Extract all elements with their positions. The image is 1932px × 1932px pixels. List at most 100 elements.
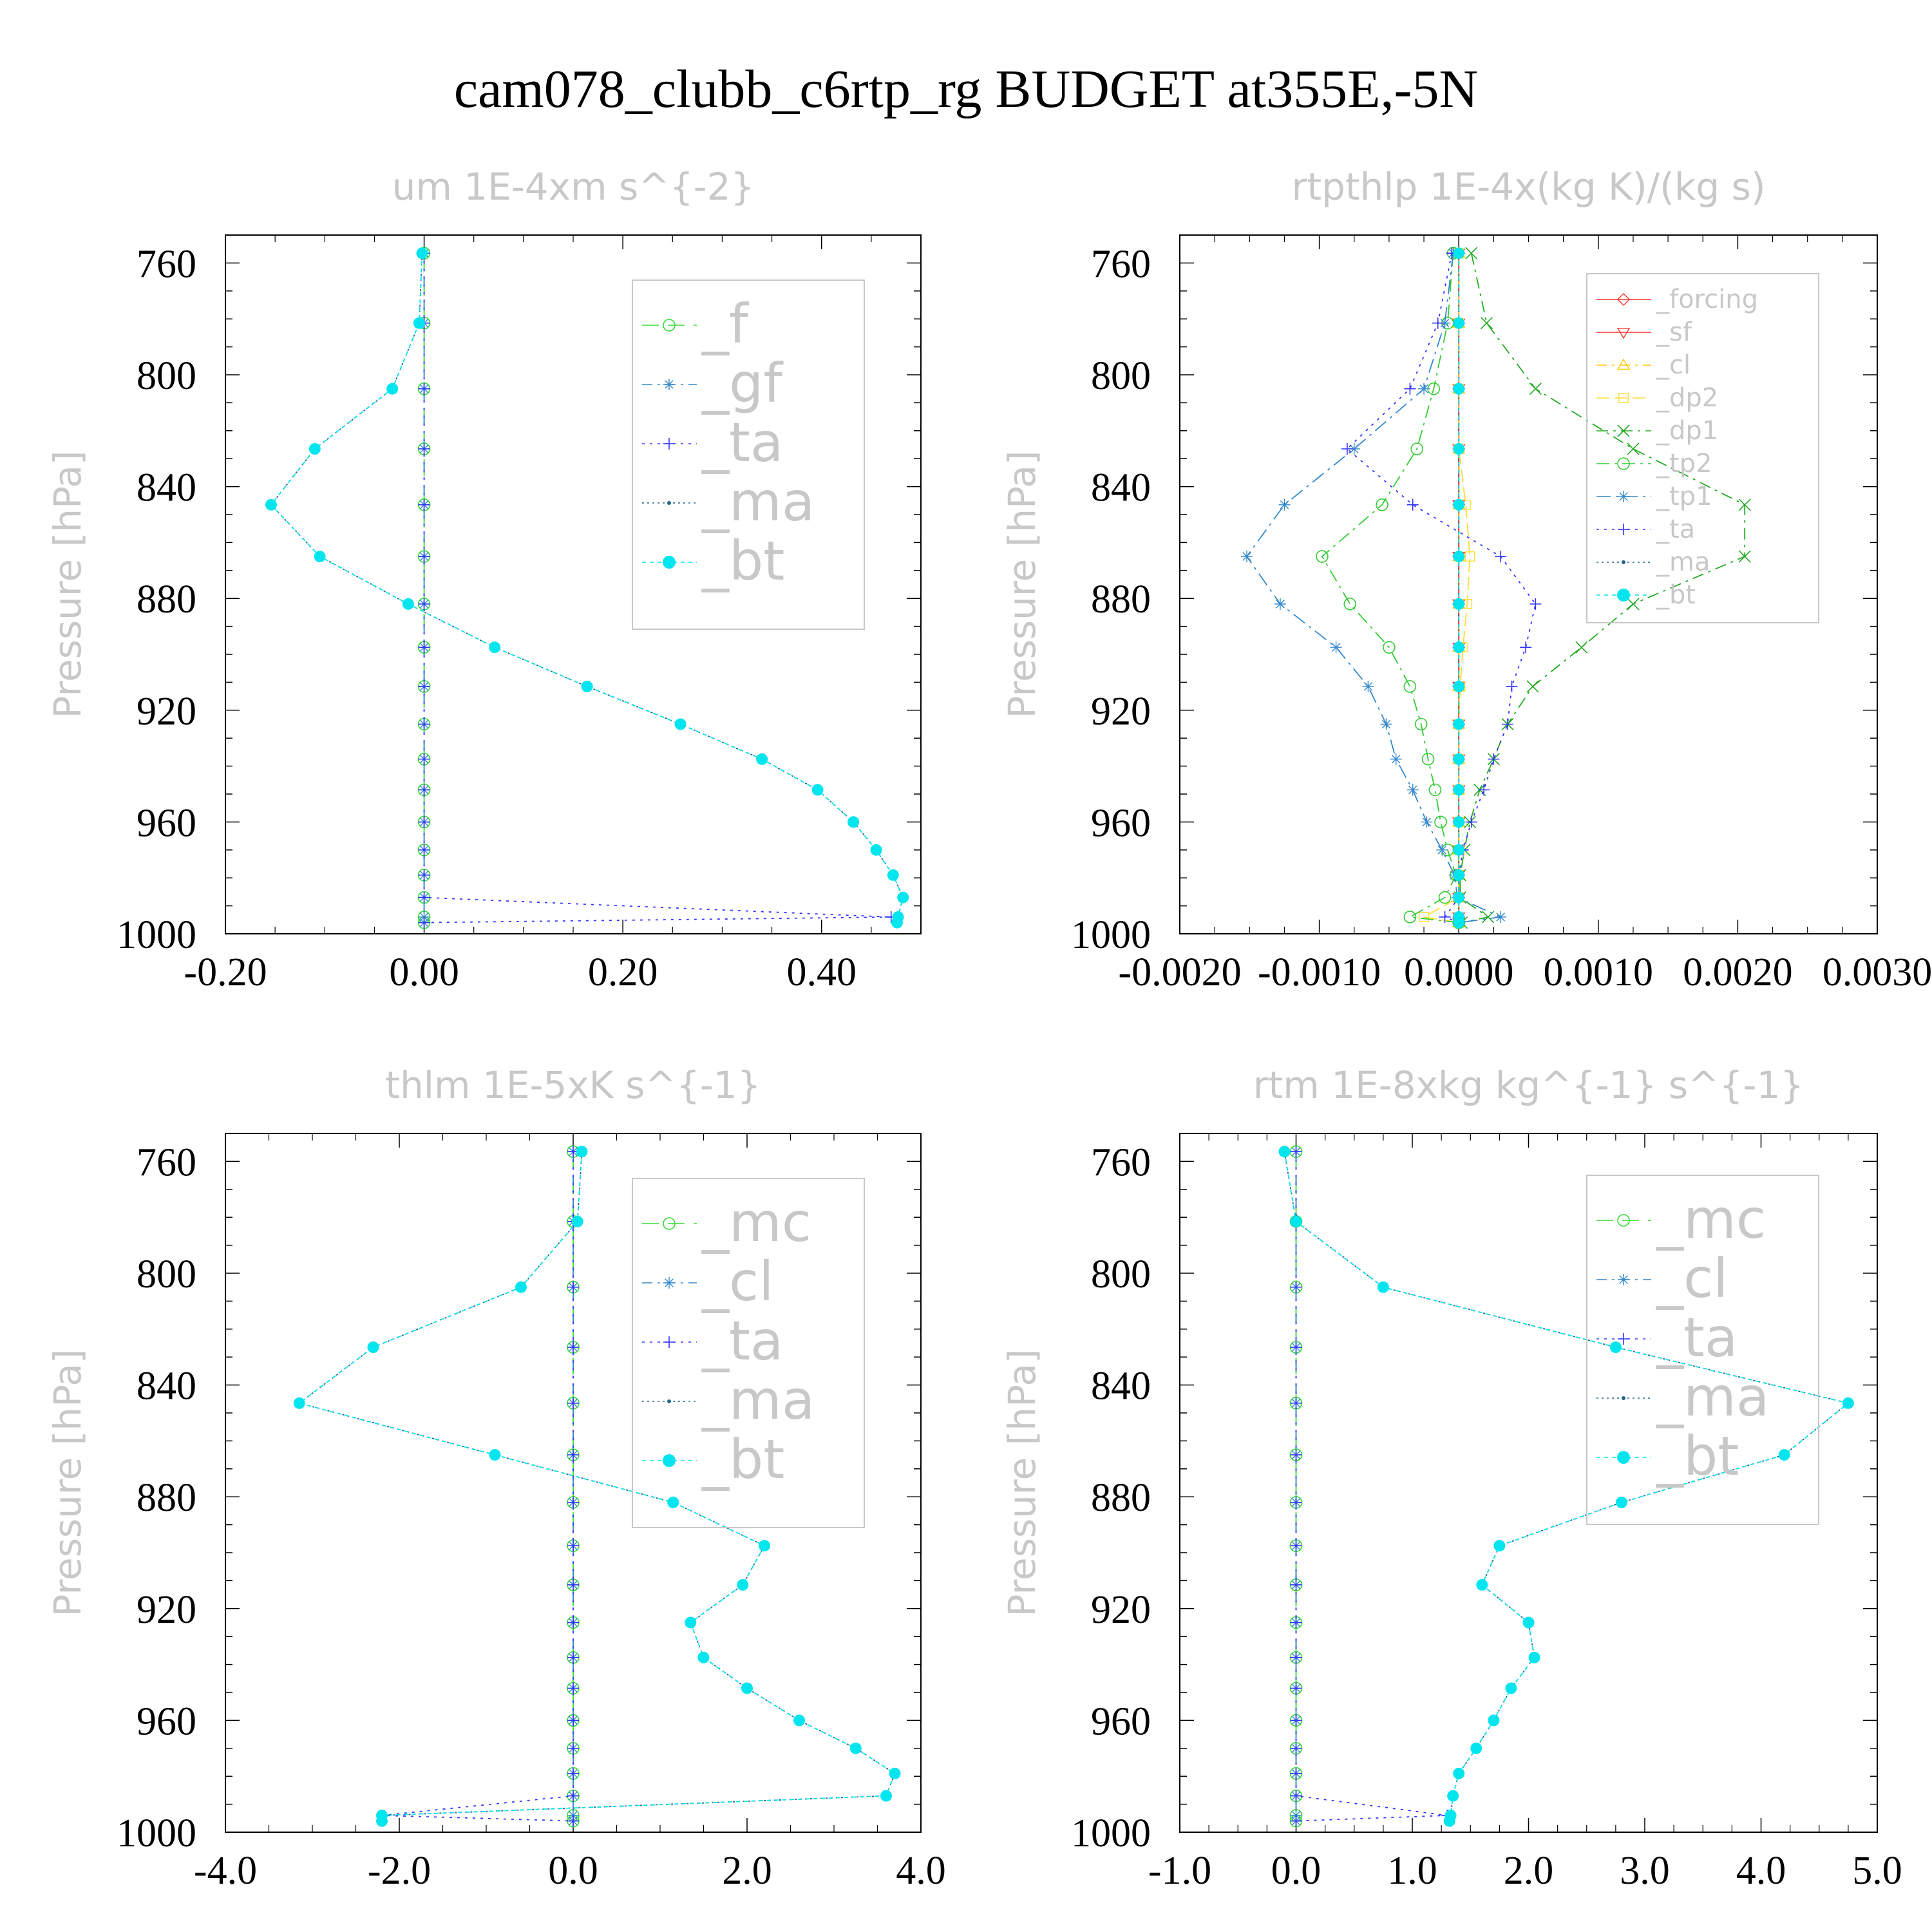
data-point [1278,498,1291,511]
data-point [1738,550,1751,563]
data-point [418,498,430,511]
series-line [381,1151,574,1822]
data-point [1376,498,1388,511]
data-point [1421,816,1433,828]
legend-marker [1617,589,1630,601]
data-point [1453,551,1465,563]
series-line [270,253,904,923]
series-line [1346,253,1537,923]
data-point [1465,247,1478,260]
y-tick-label: 760 [1091,242,1151,286]
x-tick-label: 0.0010 [1544,951,1654,994]
x-tick-label: 0.0 [1271,1849,1321,1893]
data-point [756,753,768,765]
data-point [1453,1767,1465,1779]
legend-label: _dp2 [1656,383,1718,413]
series-bt [293,1146,901,1827]
data-point [576,1146,588,1158]
legend-label: _f [701,292,750,355]
panel-3: thlm 1E-5xK s^{-1} Pressure [hPa] 760 800 84… [46,1063,946,1893]
data-point [567,1449,579,1461]
data-point [418,718,430,730]
data-point [567,1281,579,1293]
figure-title: cam078_clubb_c6rtp_rg BUDGET at355E,-5N [454,59,1478,119]
legend-marker [1618,393,1629,403]
data-point [1290,1341,1302,1354]
legend-marker [663,556,676,569]
series-line [1459,253,1746,923]
y-tick-label: 1000 [117,1812,196,1855]
series-ma [269,251,905,925]
data-point [1520,641,1532,654]
y-tick-label: 880 [1091,578,1151,621]
panel-2: rtpthlp 1E-4x(kg K)/(kg s) Pressure [hPa]… [1000,165,1932,994]
legend-entry: _cl [1596,350,1690,380]
legend-box [632,1178,865,1528]
data-point [697,1651,710,1663]
data-point [685,1616,697,1629]
data-point [1330,641,1342,654]
data-point [1390,753,1402,765]
data-point [737,1578,749,1591]
legend-marker [667,501,671,505]
x-tick-label: -0.0010 [1258,951,1381,994]
series-ta [376,1146,579,1827]
data-point [1403,911,1417,923]
data-point [413,317,425,329]
legend-box [1586,1175,1819,1525]
data-point [1406,784,1419,796]
legend-label: _bt [701,1428,784,1491]
data-point [848,816,860,828]
data-point [1453,869,1465,881]
legend-entry: _tp1 [1596,482,1712,511]
legend-label: _gf [701,352,784,415]
data-point [567,1616,579,1629]
data-point [1290,1215,1302,1227]
x-tick-label: -0.0020 [1118,951,1241,994]
x-tick-label: 2.0 [722,1849,772,1893]
legend-entry: _sf [1596,317,1692,347]
legend-entry: _f [642,292,750,355]
data-point [1453,598,1465,610]
panel-title: um 1E-4xm s^{-2} [392,165,755,209]
data-point [1290,1790,1302,1802]
legend-marker [1616,328,1631,339]
data-point [1464,551,1475,562]
legend-marker [1618,1333,1629,1345]
data-point [567,1341,579,1354]
legend-marker [1622,1396,1625,1400]
data-point [1290,1682,1302,1694]
data-point [418,680,430,692]
data-point [1404,383,1416,395]
legend-entry: _ta [1596,515,1695,544]
y-tick-label: 960 [1091,801,1151,845]
x-tick-label: 0.00 [389,951,459,994]
y-tick-label: 1000 [1071,913,1151,957]
legend-marker [1618,491,1629,502]
data-point [674,718,687,730]
data-point [891,916,903,929]
series-line [270,253,904,923]
legend-box [1586,273,1819,623]
data-point [1778,1449,1790,1461]
data-point [1278,1146,1291,1158]
data-point [1290,1578,1302,1591]
series-line [423,253,891,923]
x-tick-label: 0.0020 [1683,951,1793,994]
data-point [1447,1790,1459,1802]
y-tick-label: 920 [137,1588,196,1632]
data-point [1738,498,1751,511]
data-point [1627,442,1640,455]
data-point [1290,1651,1302,1663]
data-point [571,1215,583,1227]
legend-entry: _ma [642,470,815,533]
legend-marker [1622,560,1625,564]
data-point [1615,1496,1627,1508]
data-point [1290,1767,1302,1779]
data-point [1343,598,1357,611]
data-point [897,891,909,904]
series-bt [1278,1146,1854,1827]
legend-entry: _ma [1596,547,1710,577]
data-point [1453,680,1465,692]
data-point [1428,783,1442,797]
